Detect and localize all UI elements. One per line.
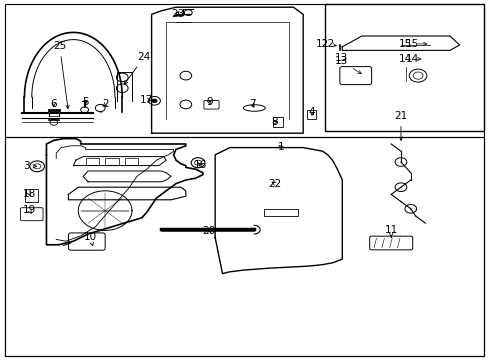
Text: 13: 13 <box>334 56 361 74</box>
Text: 3: 3 <box>23 161 36 171</box>
Text: 22: 22 <box>267 179 281 189</box>
Bar <box>25 189 38 202</box>
Text: 18: 18 <box>22 189 36 199</box>
Text: 4: 4 <box>308 107 315 117</box>
Text: 7: 7 <box>248 99 255 109</box>
Text: 11: 11 <box>384 225 397 238</box>
Bar <box>5 137 483 356</box>
Text: 2: 2 <box>102 99 108 109</box>
Bar <box>325 4 483 131</box>
Text: 12: 12 <box>321 39 335 49</box>
Text: 23: 23 <box>170 9 184 19</box>
Text: 6: 6 <box>50 99 57 109</box>
Bar <box>124 158 138 165</box>
Text: 1: 1 <box>277 142 284 152</box>
Text: 21: 21 <box>393 111 407 140</box>
Bar <box>105 158 119 165</box>
Text: 19: 19 <box>22 205 36 215</box>
Bar <box>264 209 298 216</box>
Text: 14: 14 <box>405 54 418 64</box>
Text: 8: 8 <box>271 117 278 127</box>
Text: 24: 24 <box>124 52 151 84</box>
Text: 15: 15 <box>398 39 426 49</box>
Text: 15: 15 <box>405 39 418 49</box>
Text: 17: 17 <box>140 95 153 105</box>
Text: 10: 10 <box>84 232 97 246</box>
Text: 12: 12 <box>315 39 336 49</box>
Text: 14: 14 <box>398 54 420 64</box>
Bar <box>85 158 99 165</box>
Circle shape <box>151 99 157 103</box>
Text: 16: 16 <box>193 160 207 170</box>
Text: 5: 5 <box>82 96 89 107</box>
Text: 25: 25 <box>53 41 69 109</box>
Text: 13: 13 <box>334 53 347 63</box>
Bar <box>272 117 282 127</box>
Text: 20: 20 <box>203 226 215 236</box>
Text: 9: 9 <box>205 96 212 107</box>
Bar <box>306 110 315 119</box>
